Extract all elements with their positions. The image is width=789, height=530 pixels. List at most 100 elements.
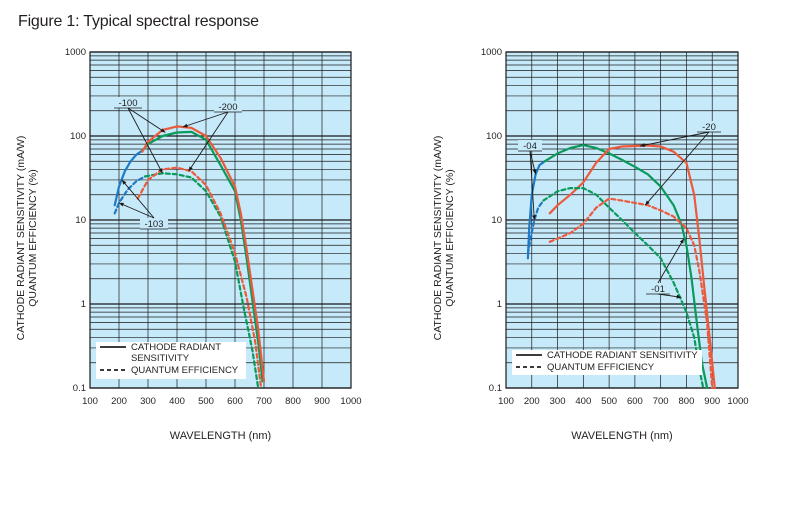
callout-arrowhead <box>119 202 124 207</box>
x-tick-label: 500 <box>198 396 214 407</box>
callout-box <box>140 218 168 229</box>
callout-arrowhead <box>532 215 537 220</box>
x-tick-label: 1000 <box>340 396 361 407</box>
callout-label: -01 <box>651 284 665 295</box>
y-tick-label: 10 <box>491 215 502 226</box>
callout-arrowhead <box>645 200 650 206</box>
y-axis-label: CATHODE RADIANT SENSITIVITY (mA/W) <box>15 136 27 341</box>
callout-arrowhead <box>640 143 645 148</box>
callout-20: -20 <box>639 121 721 206</box>
y-tick-label: 0.1 <box>73 383 86 394</box>
x-tick-label: 300 <box>140 396 156 407</box>
x-tick-label: 400 <box>169 396 185 407</box>
qe-line-20 <box>548 197 714 390</box>
x-axis-label: WAVELENGTH (nm) <box>571 430 672 442</box>
y-axis-label: CATHODE RADIANT SENSITIVITY (mA/W) <box>432 136 444 341</box>
x-tick-label: 300 <box>550 396 566 407</box>
qe-line-01 <box>542 187 705 390</box>
callout-arrowhead <box>188 166 193 172</box>
callout-leader <box>639 131 710 147</box>
callout-label: -04 <box>523 141 537 152</box>
callout-leader <box>182 111 229 128</box>
legend-label: QUANTUM EFFICIENCY <box>547 362 655 373</box>
callout-box <box>518 140 542 151</box>
y-tick-label: 1000 <box>65 47 86 58</box>
y-tick-label: 0.1 <box>489 383 502 394</box>
y-axis-label: QUANTUM EFFICIENCY (%) <box>27 169 39 306</box>
y-axis-label: QUANTUM EFFICIENCY (%) <box>444 169 456 306</box>
callout-leader <box>529 150 535 221</box>
x-tick-label: 900 <box>314 396 330 407</box>
chart-2: 0.1 1 10 100 1000 100 200 300 400 500 600 700 800 900… <box>432 47 749 442</box>
x-tick-label: 200 <box>111 396 127 407</box>
x-tick-label: 700 <box>653 396 669 407</box>
callout-103: -103 <box>118 179 168 230</box>
y-tick-label: 1 <box>497 299 502 310</box>
callout-arrowhead <box>121 179 127 185</box>
callout-leader <box>121 179 155 219</box>
callout-box <box>697 121 721 132</box>
callout-arrowhead <box>158 168 163 174</box>
callout-label: -103 <box>144 219 163 230</box>
x-tick-label: 600 <box>227 396 243 407</box>
legend-label: QUANTUM EFFICIENCY <box>131 365 239 376</box>
callout-leader <box>657 238 685 284</box>
y-tick-label: 100 <box>70 131 86 142</box>
legend-label: CATHODE RADIANT <box>131 342 221 353</box>
callout-leader <box>118 202 155 219</box>
sensitivity-line-01 <box>543 144 709 390</box>
sensitivity-line-100 <box>141 130 264 383</box>
sensitivity-line-20 <box>548 144 716 390</box>
y-tick-label: 1 <box>81 299 86 310</box>
x-tick-label: 400 <box>575 396 591 407</box>
legend-box <box>96 342 246 379</box>
x-tick-label: 800 <box>285 396 301 407</box>
plot-frame <box>505 51 739 389</box>
figure-title: Figure 1: Typical spectral response <box>18 13 259 30</box>
callout-label: -200 <box>218 102 237 113</box>
callout-04: -04 <box>518 140 542 221</box>
qe-line-103 <box>113 175 147 215</box>
qe-line-200 <box>136 166 263 390</box>
callout-arrowhead <box>182 123 188 128</box>
callout-arrowhead <box>532 169 537 175</box>
callout-arrowhead <box>160 128 166 133</box>
callout-200: -200 <box>182 101 242 172</box>
x-tick-label: 100 <box>498 396 514 407</box>
legend-box <box>512 350 702 375</box>
chart-1: 0.1 1 10 100 1000 100 200 300 400 500 600 700 800 900… <box>15 47 362 442</box>
callout-01: -01 <box>646 238 685 299</box>
legend-label: CATHODE RADIANT SENSITIVITY <box>547 350 698 361</box>
series-group <box>113 125 266 390</box>
x-tick-label: 200 <box>524 396 540 407</box>
qe-line-100 <box>144 172 260 390</box>
callout-box <box>214 101 242 112</box>
x-axis-label: WAVELENGTH (nm) <box>170 430 271 442</box>
callout-leader <box>644 131 710 206</box>
y-tick-label: 10 <box>75 215 86 226</box>
callout-arrowhead <box>676 294 682 299</box>
x-tick-label: 500 <box>601 396 617 407</box>
x-tick-label: 100 <box>82 396 98 407</box>
x-tick-label: 1000 <box>727 396 748 407</box>
y-tick-label: 1000 <box>481 47 502 58</box>
callout-leader <box>188 111 229 172</box>
callout-label: -100 <box>118 98 137 109</box>
sensitivity-line-04 <box>526 160 546 260</box>
callout-label: -20 <box>702 122 716 133</box>
x-tick-label: 800 <box>679 396 695 407</box>
x-tick-label: 700 <box>256 396 272 407</box>
legend-label: SENSITIVITY <box>131 353 190 364</box>
callout-leader <box>127 107 163 174</box>
qe-line-04 <box>526 199 545 255</box>
callout-leader <box>127 107 166 133</box>
x-tick-label: 600 <box>627 396 643 407</box>
callout-box <box>646 283 670 294</box>
y-tick-label: 100 <box>486 131 502 142</box>
callout-box <box>114 97 142 108</box>
x-tick-label: 900 <box>704 396 720 407</box>
plot-frame <box>89 51 352 389</box>
series-group <box>526 144 716 390</box>
